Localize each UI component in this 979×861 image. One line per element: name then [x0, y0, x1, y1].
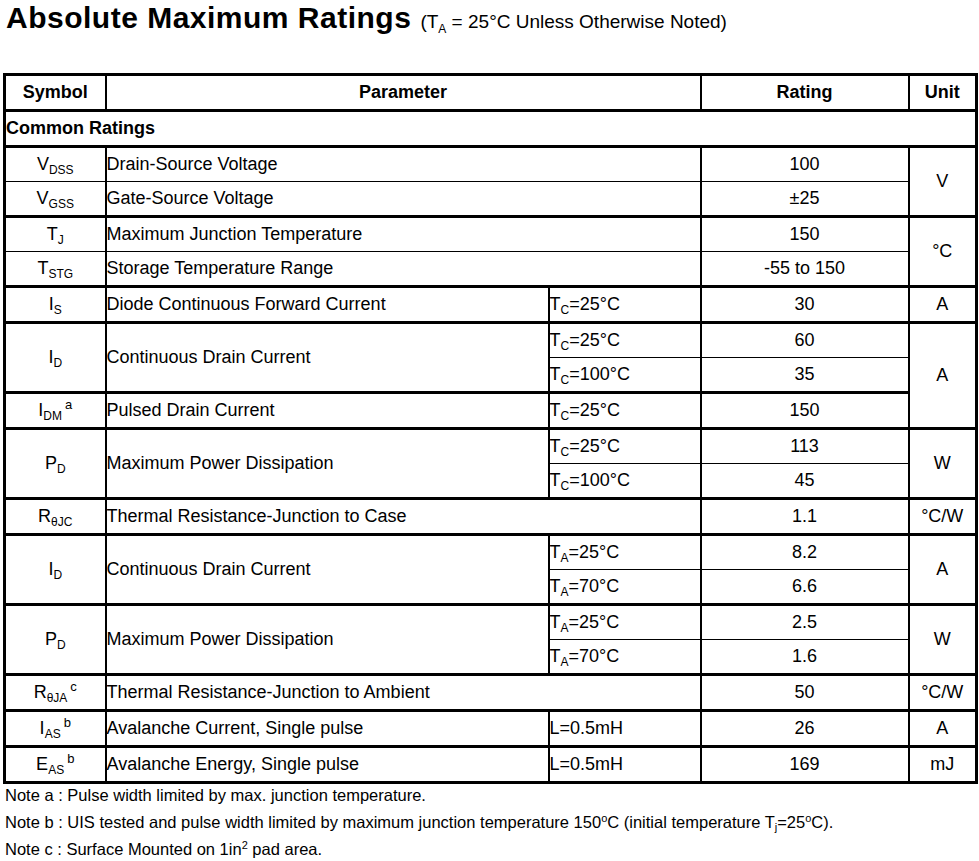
unit-cell: mJ — [909, 747, 977, 783]
parameter-cell: Thermal Resistance-Junction to Case — [106, 499, 701, 535]
rating-cell: 8.2 — [701, 535, 909, 570]
symbol-cell: RθJC — [5, 499, 106, 535]
header-symbol: Symbol — [5, 75, 106, 111]
rating-cell: 1.1 — [701, 499, 909, 535]
section-title: Common Ratings — [5, 111, 977, 147]
condition-cell: TC=25°C — [549, 429, 701, 464]
unit-cell: W — [909, 429, 977, 499]
parameter-cell: Diode Continuous Forward Current — [106, 287, 549, 323]
page-title-condition: (TA = 25°C Unless Otherwise Noted) — [420, 11, 727, 32]
parameter-cell: Continuous Drain Current — [106, 535, 549, 605]
rating-cell: 100 — [701, 147, 909, 182]
condition-cell: TA=70°C — [549, 640, 701, 675]
parameter-cell: Continuous Drain Current — [106, 323, 549, 393]
note-a: Note a : Pulse width limited by max. jun… — [5, 782, 833, 809]
rating-cell: 2.5 — [701, 605, 909, 640]
symbol-cell: TJ — [5, 217, 106, 252]
rating-cell: 45 — [701, 464, 909, 499]
rating-cell: ±25 — [701, 182, 909, 217]
condition-cell: TA=70°C — [549, 570, 701, 605]
unit-cell: V — [909, 147, 977, 217]
parameter-cell: Avalanche Energy, Single pulse — [106, 747, 549, 783]
unit-cell: W — [909, 605, 977, 675]
condition-cell: L=0.5mH — [549, 747, 701, 783]
parameter-cell: Maximum Power Dissipation — [106, 605, 549, 675]
parameter-cell: Avalanche Current, Single pulse — [106, 711, 549, 747]
condition-cell: TC=25°C — [549, 323, 701, 358]
note-b: Note b : UIS tested and pulse width limi… — [5, 809, 833, 836]
datasheet-page: Absolute Maximum Ratings (TA = 25°C Unles… — [0, 0, 979, 861]
symbol-cell: PD — [5, 605, 106, 675]
unit-cell: A — [909, 323, 977, 429]
parameter-cell: Maximum Power Dissipation — [106, 429, 549, 499]
table-row: IASb Avalanche Current, Single pulse L=0… — [5, 711, 977, 747]
symbol-cell: TSTG — [5, 252, 106, 287]
table-row: IS Diode Continuous Forward Current TC=2… — [5, 287, 977, 323]
symbol-cell: IASb — [5, 711, 106, 747]
table-row: TSTG Storage Temperature Range -55 to 15… — [5, 252, 977, 287]
header-parameter: Parameter — [106, 75, 701, 111]
rating-cell: 30 — [701, 287, 909, 323]
condition-cell: TC=100°C — [549, 358, 701, 393]
section-row: Common Ratings — [5, 111, 977, 147]
parameter-cell: Maximum Junction Temperature — [106, 217, 701, 252]
table-row: TJ Maximum Junction Temperature 150 °C — [5, 217, 977, 252]
parameter-cell: Gate-Source Voltage — [106, 182, 701, 217]
rating-cell: 35 — [701, 358, 909, 393]
rating-cell: 169 — [701, 747, 909, 783]
condition-cell: TC=25°C — [549, 287, 701, 323]
page-title: Absolute Maximum Ratings (TA = 25°C Unles… — [6, 1, 727, 35]
parameter-cell: Pulsed Drain Current — [106, 393, 549, 429]
unit-cell: A — [909, 711, 977, 747]
table-row: EASb Avalanche Energy, Single pulse L=0.… — [5, 747, 977, 783]
table-row: RθJAc Thermal Resistance-Junction to Amb… — [5, 675, 977, 711]
symbol-cell: IS — [5, 287, 106, 323]
table-row: VGSS Gate-Source Voltage ±25 — [5, 182, 977, 217]
rating-cell: 1.6 — [701, 640, 909, 675]
symbol-cell: EASb — [5, 747, 106, 783]
symbol-cell: ID — [5, 535, 106, 605]
table-row: IDMa Pulsed Drain Current TC=25°C 150 — [5, 393, 977, 429]
symbol-cell: ID — [5, 323, 106, 393]
condition-cell: TC=25°C — [549, 393, 701, 429]
unit-cell: A — [909, 535, 977, 605]
parameter-cell: Storage Temperature Range — [106, 252, 701, 287]
parameter-cell: Drain-Source Voltage — [106, 147, 701, 182]
absolute-maximum-ratings-table: Symbol Parameter Rating Unit Common Rati… — [3, 73, 978, 784]
unit-cell: A — [909, 287, 977, 323]
table-row: VDSS Drain-Source Voltage 100 V — [5, 147, 977, 182]
table-row: PD Maximum Power Dissipation TC=25°C 113… — [5, 429, 977, 464]
condition-cell: TA=25°C — [549, 605, 701, 640]
unit-cell: °C/W — [909, 499, 977, 535]
table-row: ID Continuous Drain Current TA=25°C 8.2 … — [5, 535, 977, 570]
unit-cell: °C/W — [909, 675, 977, 711]
table-row: PD Maximum Power Dissipation TA=25°C 2.5… — [5, 605, 977, 640]
rating-cell: 50 — [701, 675, 909, 711]
parameter-cell: Thermal Resistance-Junction to Ambient — [106, 675, 701, 711]
rating-cell: 150 — [701, 217, 909, 252]
footnotes: Note a : Pulse width limited by max. jun… — [5, 782, 833, 861]
symbol-cell: PD — [5, 429, 106, 499]
condition-cell: TC=100°C — [549, 464, 701, 499]
header-rating: Rating — [701, 75, 909, 111]
condition-cell: L=0.5mH — [549, 711, 701, 747]
rating-cell: 26 — [701, 711, 909, 747]
table-header-row: Symbol Parameter Rating Unit — [5, 75, 977, 111]
page-title-text: Absolute Maximum Ratings — [6, 1, 411, 34]
symbol-cell: IDMa — [5, 393, 106, 429]
symbol-cell: RθJAc — [5, 675, 106, 711]
unit-cell: °C — [909, 217, 977, 287]
rating-cell: 150 — [701, 393, 909, 429]
note-c: Note c : Surface Mounted on 1in2 pad are… — [5, 836, 833, 861]
condition-cell: TA=25°C — [549, 535, 701, 570]
rating-cell: -55 to 150 — [701, 252, 909, 287]
table-row: RθJC Thermal Resistance-Junction to Case… — [5, 499, 977, 535]
table-row: ID Continuous Drain Current TC=25°C 60 A — [5, 323, 977, 358]
rating-cell: 113 — [701, 429, 909, 464]
rating-cell: 60 — [701, 323, 909, 358]
rating-cell: 6.6 — [701, 570, 909, 605]
symbol-cell: VGSS — [5, 182, 106, 217]
header-unit: Unit — [909, 75, 977, 111]
symbol-cell: VDSS — [5, 147, 106, 182]
